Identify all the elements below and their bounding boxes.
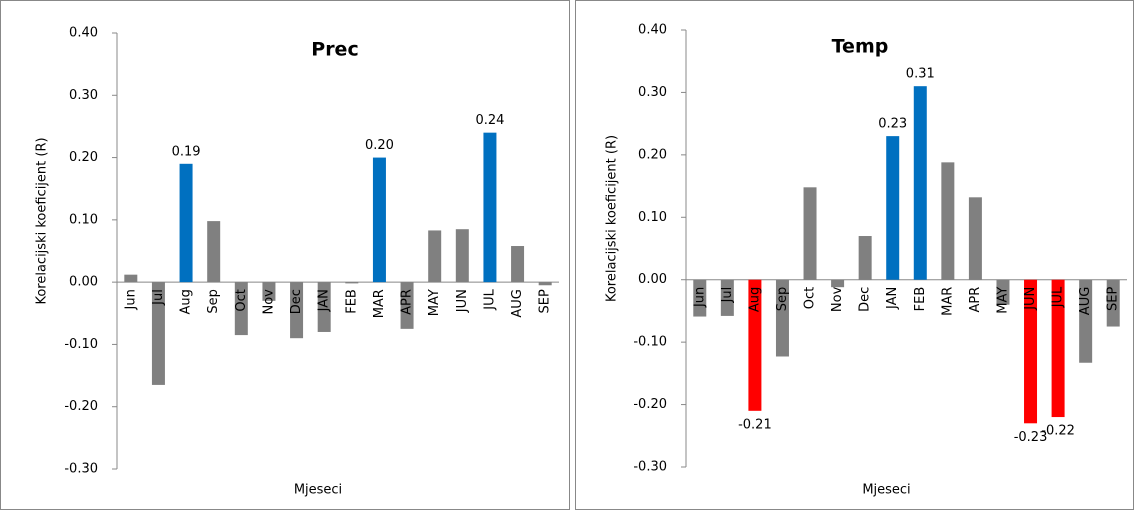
- bar: [1079, 279, 1093, 363]
- x-tick-label: Aug: [747, 287, 762, 312]
- x-tick-label: Sep: [206, 289, 221, 314]
- value-label: -0.21: [738, 417, 772, 432]
- x-tick-label: Jul: [720, 287, 735, 304]
- x-tick-label: JUN: [455, 289, 470, 313]
- x-tick-label: Oct: [803, 287, 818, 309]
- x-tick-label: JAN: [885, 287, 900, 310]
- bar: [400, 282, 414, 329]
- value-label: 0.24: [475, 113, 504, 128]
- bar: [179, 163, 193, 283]
- x-tick-label: AUG: [1078, 287, 1093, 315]
- value-label: 0.20: [365, 138, 394, 153]
- bar: [886, 136, 900, 280]
- y-tick-label: 0.20: [69, 150, 98, 165]
- x-tick-label: Jul: [151, 289, 166, 306]
- y-tick-label: 0.10: [638, 210, 667, 225]
- bar: [996, 279, 1010, 305]
- x-tick-label: Sep: [775, 287, 790, 312]
- bar: [1051, 279, 1065, 418]
- chart-title: Prec: [311, 39, 358, 61]
- bar: [538, 282, 552, 286]
- bar: [455, 229, 469, 283]
- bar: [151, 282, 165, 385]
- x-tick-label: Jun: [692, 287, 707, 308]
- y-tick-label: -0.10: [633, 335, 667, 350]
- bar: [775, 279, 789, 357]
- y-tick-label: -0.30: [633, 460, 667, 475]
- value-label: 0.31: [906, 67, 935, 82]
- x-tick-label: MAY: [995, 287, 1010, 314]
- panel-border: [575, 0, 1134, 510]
- y-tick-label: 0.00: [69, 275, 98, 290]
- y-tick-label: 0.40: [69, 26, 98, 41]
- x-tick-label: JUL: [482, 288, 497, 310]
- x-tick-label: AUG: [510, 289, 525, 317]
- bar: [290, 282, 304, 339]
- x-tick-label: FEB: [913, 287, 928, 312]
- bar: [941, 162, 955, 280]
- bar: [748, 279, 762, 411]
- chart-title: Temp: [832, 36, 889, 58]
- x-tick-label: Aug: [179, 289, 194, 314]
- bar: [483, 132, 497, 283]
- value-label: -0.23: [1014, 430, 1048, 445]
- panel-border: [0, 0, 570, 510]
- x-tick-label: Jun: [123, 289, 138, 310]
- y-tick-label: 0.20: [638, 147, 667, 162]
- bar: [372, 157, 386, 283]
- y-tick-label: 0.10: [69, 212, 98, 227]
- bar: [913, 86, 927, 280]
- x-tick-label: JAN: [317, 289, 332, 312]
- bar: [693, 279, 707, 317]
- x-tick-label: JUN: [1023, 287, 1038, 311]
- bar: [803, 187, 817, 280]
- y-tick-label: 0.30: [638, 85, 667, 100]
- y-tick-label: -0.20: [633, 397, 667, 412]
- bar: [858, 236, 872, 280]
- x-tick-label: Nov: [830, 286, 845, 312]
- x-tick-label: Nov: [261, 289, 276, 315]
- x-tick-label: SEP: [538, 289, 553, 313]
- y-tick-label: -0.30: [64, 462, 98, 477]
- y-tick-label: 0.40: [638, 23, 667, 38]
- y-axis-title: Korelacijski koeficijent (R): [605, 135, 620, 302]
- bar: [207, 221, 221, 283]
- x-tick-label: MAY: [427, 289, 442, 316]
- x-tick-label: MAR: [940, 287, 955, 316]
- bar: [1024, 279, 1038, 424]
- bar: [511, 246, 525, 283]
- x-tick-label: APR: [400, 289, 415, 315]
- x-tick-label: Oct: [234, 289, 249, 311]
- bar: [345, 282, 359, 284]
- bar: [720, 279, 734, 316]
- x-tick-label: SEP: [1106, 287, 1121, 311]
- value-label: 0.19: [172, 144, 201, 159]
- x-tick-label: FEB: [344, 289, 359, 314]
- y-tick-label: 0.30: [69, 88, 98, 103]
- y-tick-label: -0.20: [64, 399, 98, 414]
- y-tick-label: -0.10: [64, 337, 98, 352]
- y-tick-label: 0.00: [638, 272, 667, 287]
- x-tick-label: MAR: [372, 289, 387, 318]
- bar: [262, 282, 276, 301]
- bar: [968, 197, 982, 280]
- x-tick-label: Dec: [289, 289, 304, 314]
- x-tick-label: APR: [968, 287, 983, 313]
- bar: [831, 279, 845, 288]
- x-axis-title: Mjeseci: [862, 483, 910, 498]
- bar: [124, 274, 138, 283]
- x-tick-label: Dec: [858, 287, 873, 312]
- value-label: -0.22: [1041, 424, 1075, 439]
- x-axis-title: Mjeseci: [294, 483, 342, 498]
- value-label: 0.23: [878, 117, 907, 132]
- bar: [1106, 279, 1120, 327]
- bar: [428, 230, 442, 283]
- bar: [234, 282, 248, 336]
- y-axis-title: Korelacijski koeficijent (R): [35, 137, 50, 304]
- x-tick-label: JUL: [1051, 286, 1066, 308]
- bar: [317, 282, 331, 332]
